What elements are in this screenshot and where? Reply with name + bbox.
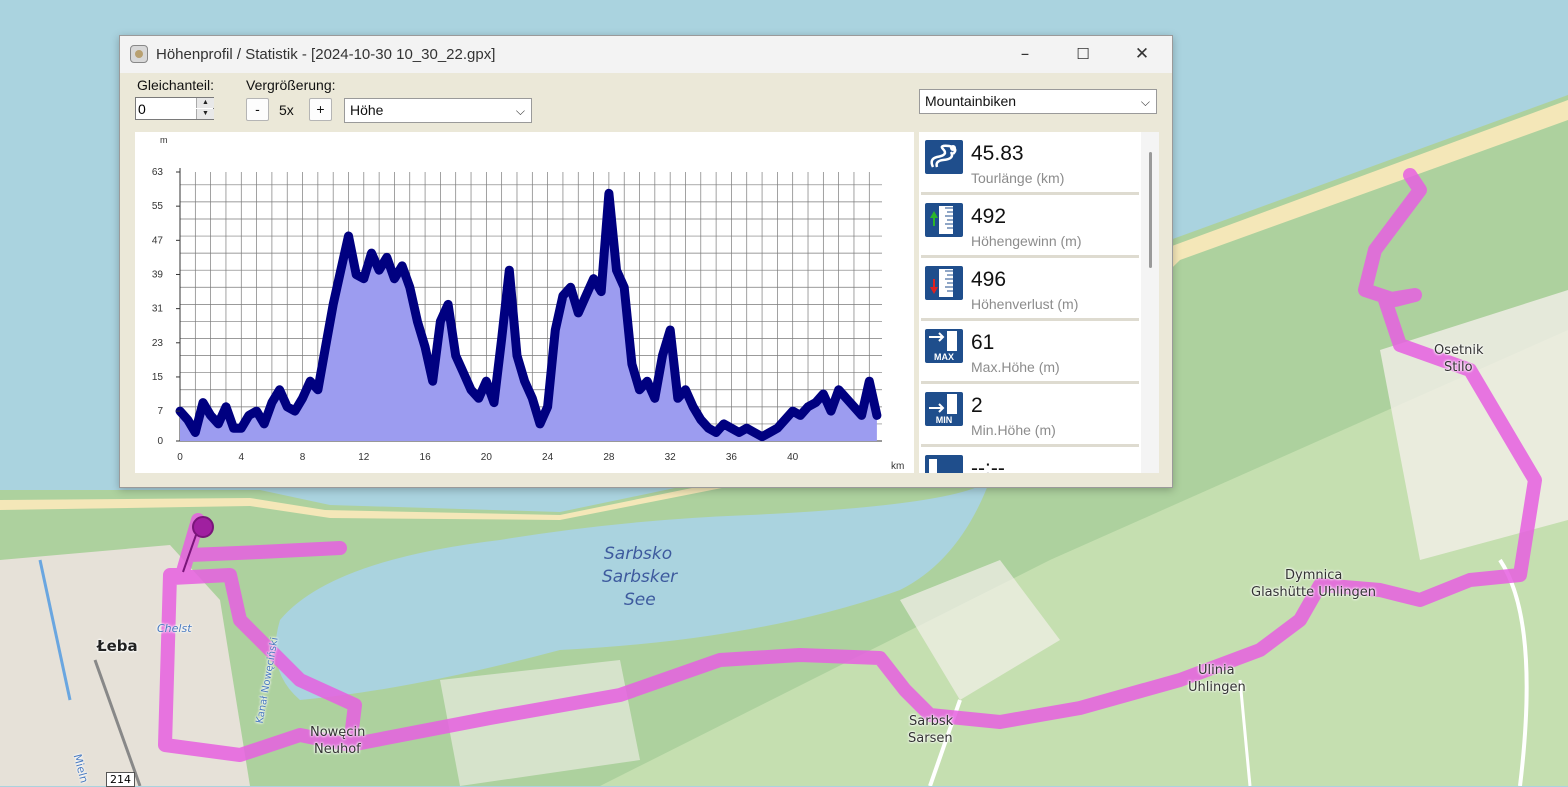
x-tick-label: 32 [665, 452, 677, 463]
profile-mode-value: Höhe [350, 102, 384, 118]
maximize-button[interactable]: ☐ [1076, 45, 1090, 63]
y-tick-label: 47 [152, 235, 164, 246]
chevron-down-icon: ⌵ [1140, 95, 1150, 109]
elevation-profile-window: Höhenprofil / Statistik - [2024-10-30 10… [119, 35, 1173, 488]
stat-elevation-loss: 496 Höhenverlust (m) [921, 260, 1139, 321]
stat-value: 496 [971, 268, 1007, 291]
x-tick-label: 40 [787, 452, 799, 463]
map-label-glashuette: Glashütte Uhlingen [1251, 585, 1376, 600]
dc-offset-spinner[interactable]: ▲ ▼ [135, 97, 214, 120]
y-tick-label: 0 [157, 436, 163, 447]
stat-max-elevation: MAX 61 Max.Höhe (m) [921, 323, 1139, 384]
y-tick-label: 39 [152, 269, 164, 280]
route-icon [925, 140, 963, 174]
stat-value: --:-- [971, 457, 1005, 473]
y-axis-unit: m [160, 135, 168, 145]
stat-caption: Max.Höhe (m) [971, 359, 1060, 375]
zoom-label: Vergrößerung: [246, 77, 336, 93]
duration-icon [925, 455, 963, 473]
stat-elevation-gain: 492 Höhengewinn (m) [921, 197, 1139, 258]
map-label-dymnica: Dymnica [1285, 568, 1343, 583]
stat-value: 61 [971, 331, 995, 354]
x-tick-label: 28 [603, 452, 615, 463]
elevation-area [180, 193, 877, 441]
max-elevation-icon: MAX [925, 329, 963, 363]
map-label-chelst: Chelst [157, 622, 192, 635]
window-titlebar[interactable]: Höhenprofil / Statistik - [2024-10-30 10… [120, 36, 1172, 73]
stat-caption: Höhenverlust (m) [971, 296, 1079, 312]
map-label-ulinia: Ulinia [1198, 663, 1235, 678]
gpx-route-line [158, 168, 1542, 762]
y-tick-label: 31 [152, 304, 164, 315]
x-tick-label: 8 [300, 452, 306, 463]
x-tick-label: 4 [238, 452, 244, 463]
stat-duration: --:-- [921, 449, 1139, 473]
dc-offset-input[interactable] [136, 98, 194, 119]
stat-value: 45.83 [971, 142, 1024, 165]
x-axis-ticks: 0 4 8 12 16 20 24 28 32 36 40 [177, 452, 798, 463]
x-tick-label: 16 [420, 452, 432, 463]
activity-value: Mountainbiken [925, 93, 1017, 109]
min-elevation-icon: MIN [925, 392, 963, 426]
y-tick-label: 63 [152, 167, 164, 178]
zoom-value: 5x [279, 102, 294, 118]
y-tick-label: 15 [152, 372, 164, 383]
y-axis-ticks: 0 7 15 23 31 39 47 55 63 [152, 167, 180, 447]
x-tick-label: 12 [358, 452, 370, 463]
profile-mode-select[interactable]: Höhe ⌵ [344, 98, 532, 123]
y-tick-label: 55 [152, 201, 164, 212]
x-tick-label: 0 [177, 452, 183, 463]
x-tick-label: 20 [481, 452, 493, 463]
stat-value: 2 [971, 394, 983, 417]
activity-select[interactable]: Mountainbiken ⌵ [919, 89, 1157, 114]
stat-tour-length: 45.83 Tourlänge (km) [921, 134, 1139, 195]
road-number-badge: 214 [106, 772, 135, 787]
statistics-panel[interactable]: 45.83 Tourlänge (km) 492 Höhengewinn (m)… [919, 132, 1156, 473]
window-title: Höhenprofil / Statistik - [2024-10-30 10… [156, 46, 496, 63]
chevron-down-icon: ⌵ [515, 104, 525, 118]
stat-min-elevation: MIN 2 Min.Höhe (m) [921, 386, 1139, 447]
elevation-line [175, 188, 882, 442]
map-label-sarsen: Sarsen [908, 731, 953, 746]
map-label-sarbsk: Sarbsk [909, 714, 954, 729]
map-label-nowecin: Nowęcin [310, 725, 366, 740]
minimize-button[interactable]: – [1020, 44, 1030, 64]
dc-offset-label: Gleichanteil: [137, 77, 215, 93]
map-label-neuhof: Neuhof [314, 742, 361, 757]
map-label-leba: Łeba [97, 637, 138, 655]
x-axis-unit: km [891, 461, 904, 472]
map-label-lake-3: See [624, 590, 656, 610]
start-marker-icon [192, 516, 214, 538]
stat-caption: Min.Höhe (m) [971, 422, 1056, 438]
elevation-chart[interactable]: 0 7 15 23 31 39 47 55 63 0 4 8 12 16 20 24 28 32 36 40 m k… [135, 132, 914, 473]
elevation-loss-icon [925, 266, 963, 300]
y-tick-label: 23 [152, 338, 164, 349]
zoom-in-button[interactable]: + [309, 98, 332, 121]
stats-scrollbar[interactable] [1141, 132, 1159, 473]
chart-grid [179, 168, 882, 442]
max-label: MAX [934, 352, 954, 362]
app-icon [130, 45, 148, 63]
stat-value: 492 [971, 205, 1007, 228]
elevation-gain-icon [925, 203, 963, 237]
map-label-lake-2: Sarbsker [602, 567, 678, 587]
stat-caption: Tourlänge (km) [971, 170, 1065, 186]
stat-caption: Höhengewinn (m) [971, 233, 1082, 249]
x-tick-label: 36 [726, 452, 738, 463]
y-tick-label: 7 [157, 406, 163, 417]
map-label-osetnik: Osetnik [1434, 343, 1484, 358]
spinner-down-icon[interactable]: ▼ [196, 109, 214, 119]
map-label-uhlingen: Uhlingen [1188, 680, 1246, 695]
close-button[interactable]: ✕ [1134, 44, 1150, 64]
x-tick-label: 24 [542, 452, 554, 463]
stats-scrollbar-thumb[interactable] [1149, 152, 1152, 268]
map-label-lake-1: Sarbsko [604, 544, 673, 564]
spinner-up-icon[interactable]: ▲ [196, 98, 214, 108]
map-label-stilo: Stilo [1444, 360, 1473, 375]
zoom-out-button[interactable]: - [246, 98, 269, 121]
min-label: MIN [936, 415, 953, 425]
